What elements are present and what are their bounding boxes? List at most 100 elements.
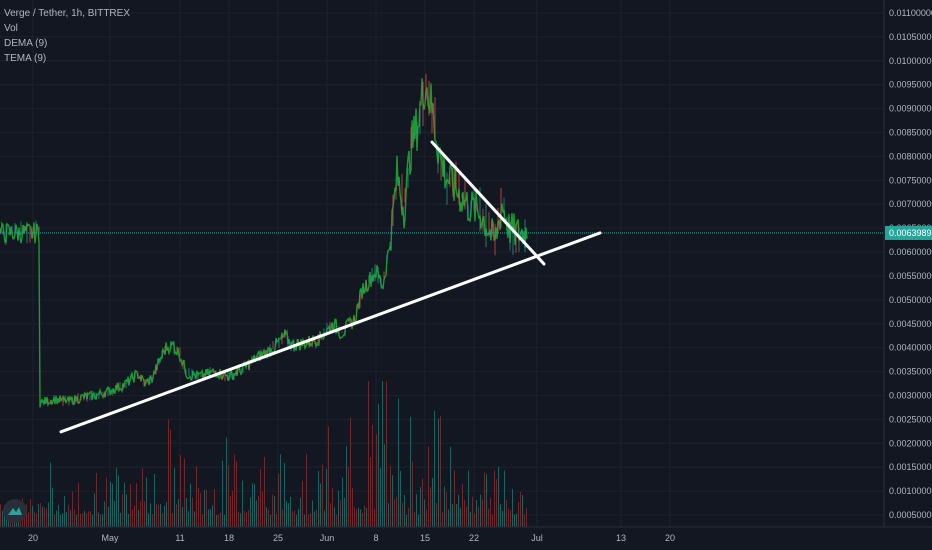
volume-bar	[370, 457, 371, 527]
volume-bar	[460, 507, 461, 527]
volume-bar	[268, 510, 269, 527]
volume-bar	[80, 513, 81, 527]
volume-bar	[310, 513, 311, 527]
volume-bar	[432, 477, 433, 527]
volume-bar	[48, 502, 49, 527]
volume-bar	[30, 499, 31, 527]
y-tick-label: 0.00950000	[889, 80, 932, 90]
volume-bar	[102, 514, 103, 527]
volume-bar	[148, 513, 149, 527]
y-tick-label: 0.00400000	[889, 343, 932, 353]
volume-bar	[174, 467, 175, 527]
volume-bar	[448, 509, 449, 527]
x-tick-label: 20	[665, 533, 675, 543]
indicator-dema[interactable]: DEMA (9)	[4, 38, 48, 49]
volume-bar	[384, 444, 385, 527]
volume-bar	[486, 474, 487, 527]
volume-bar	[284, 463, 285, 527]
volume-bar	[382, 381, 383, 527]
volume-bar	[512, 489, 513, 527]
volume-bar	[246, 512, 247, 527]
volume-bar	[128, 514, 129, 527]
volume-bar	[320, 483, 321, 527]
volume-bar	[302, 480, 303, 527]
volume-bar	[406, 514, 407, 527]
volume-bar	[338, 490, 339, 527]
time-axis[interactable]: 20 May 11 18 25 Jun 8 15 22 Jul 13 20	[28, 533, 675, 543]
volume-bar	[142, 468, 143, 527]
trendlines[interactable]	[59, 140, 602, 434]
volume-bar	[428, 446, 429, 527]
volume-bar	[282, 509, 283, 527]
volume-bar	[166, 502, 167, 527]
volume-bar	[186, 498, 187, 527]
x-tick-label: Jul	[531, 533, 543, 543]
volume-bar	[456, 504, 457, 527]
volume-bar	[288, 503, 289, 527]
volume-bar	[312, 500, 313, 527]
volume-bar	[472, 496, 473, 527]
volume-bar	[378, 403, 379, 527]
volume-bar	[216, 514, 217, 527]
volume-bar	[154, 473, 155, 527]
volume-bar	[374, 508, 375, 527]
volume-bar	[300, 497, 301, 527]
y-tick-label: 0.00750000	[889, 175, 932, 185]
volume-bar	[524, 514, 525, 527]
volume-bar	[122, 494, 123, 527]
volume-bar	[436, 503, 437, 527]
price-axis[interactable]: 0.01100000 0.01050000 0.01000000 0.00950000…	[889, 8, 932, 520]
volume-bar	[182, 507, 183, 527]
volume-bar	[500, 504, 501, 527]
volume-bar	[204, 489, 205, 527]
volume-bar	[470, 511, 471, 527]
volume-bar	[308, 514, 309, 527]
volume-bar	[54, 514, 55, 527]
price-tag-bg	[885, 225, 932, 240]
volume-bar	[332, 488, 333, 527]
volume-bar	[106, 477, 107, 527]
volume-bar	[372, 424, 373, 527]
volume-bar	[228, 465, 229, 527]
trendline-resistance	[430, 140, 546, 266]
volume-bar	[508, 508, 509, 527]
last-price-tag: 0.00639890	[885, 225, 932, 240]
tradingview-logo-icon[interactable]	[3, 499, 27, 523]
symbol-title[interactable]: Verge / Tether, 1h, BITTREX	[4, 8, 130, 19]
volume-bar	[270, 514, 271, 527]
indicator-tema[interactable]: TEMA (9)	[4, 53, 47, 64]
volume-bar	[184, 458, 185, 527]
volume-bar	[188, 510, 189, 527]
volume-bar	[328, 426, 329, 527]
volume-bar	[32, 505, 33, 527]
y-tick-label: 0.00050000	[889, 510, 932, 520]
volume-bar	[426, 509, 427, 527]
volume-bar	[418, 514, 419, 527]
volume-bar	[514, 514, 515, 527]
volume-bar	[212, 505, 213, 527]
y-tick-label: 0.00600000	[889, 247, 932, 257]
volume-bar	[366, 507, 367, 527]
volume-bar	[358, 507, 359, 527]
volume-bar	[522, 495, 523, 527]
volume-bar	[124, 482, 125, 527]
volume-bar	[84, 510, 85, 527]
volume-bar	[422, 478, 423, 527]
volume-bar	[244, 511, 245, 527]
volume-bar	[518, 502, 519, 527]
volume-bar	[178, 499, 179, 527]
volume-bar	[498, 466, 499, 527]
volume-bar	[402, 502, 403, 527]
volume-bar	[356, 509, 357, 527]
volume-bar	[254, 484, 255, 527]
volume-bar	[250, 497, 251, 527]
indicator-vol[interactable]: Vol	[4, 23, 18, 34]
volume-bar	[96, 472, 97, 527]
y-tick-label: 0.01050000	[889, 32, 932, 42]
volume-bar	[252, 483, 253, 527]
volume-bar	[364, 505, 365, 527]
volume-bar	[226, 437, 227, 527]
volume-bar	[316, 509, 317, 527]
volume-bar	[198, 487, 199, 527]
